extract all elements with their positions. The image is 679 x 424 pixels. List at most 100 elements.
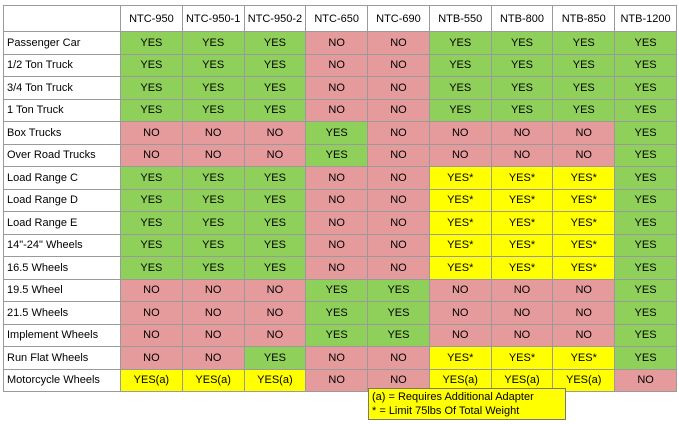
cell: YES* xyxy=(490,346,554,370)
cell: YES xyxy=(614,278,677,302)
cell: YES xyxy=(614,53,677,77)
cell: NO xyxy=(428,323,492,347)
cell: YES xyxy=(614,31,677,55)
cell: NO xyxy=(490,301,554,325)
column-header: NTB-800 xyxy=(490,5,554,32)
cell: YES* xyxy=(490,211,554,235)
row-label: 21.5 Wheels xyxy=(3,301,121,325)
cell: NO xyxy=(305,53,369,77)
corner-cell xyxy=(3,5,121,32)
cell: NO xyxy=(305,76,369,100)
cell: YES(a) xyxy=(120,368,183,392)
cell: YES xyxy=(552,76,616,100)
cell: NO xyxy=(120,143,183,167)
table-row: 1/2 Ton Truck YES YES YES NO NO YES YES YES YES xyxy=(3,53,677,77)
cell: YES xyxy=(243,166,307,190)
note: (a) = Requires Additional Adapter xyxy=(372,391,534,403)
table-row: 21.5 Wheels NO NO NO YES YES NO NO NO YES xyxy=(3,301,677,325)
cell: YES xyxy=(367,278,430,302)
cell: YES xyxy=(181,256,245,280)
cell: NO xyxy=(428,121,492,145)
cell: YES* xyxy=(428,256,492,280)
cell: NO xyxy=(367,166,430,190)
row-label: Passenger Car xyxy=(3,31,121,55)
cell: YES xyxy=(120,256,183,280)
column-header: NTB-850 xyxy=(552,5,616,32)
table-row: 14"-24" Wheels YES YES YES NO NO YES* YES* YES* Y… xyxy=(3,233,677,257)
cell: NO xyxy=(490,278,554,302)
cell: NO xyxy=(305,368,369,392)
cell: NO xyxy=(552,278,616,302)
cell: YES* xyxy=(428,233,492,257)
cell: YES xyxy=(490,76,554,100)
cell: YES(a) xyxy=(428,368,492,392)
row-label: 14"-24" Wheels xyxy=(3,233,121,257)
cell: NO xyxy=(367,346,430,370)
table-row: Load Range D YES YES YES NO NO YES* YES* YES* YES xyxy=(3,188,677,212)
cell: YES* xyxy=(490,166,554,190)
cell: YES(a) xyxy=(181,368,245,392)
column-header: NTB-550 xyxy=(428,5,492,32)
cell: NO xyxy=(120,278,183,302)
cell: YES xyxy=(490,53,554,77)
cell: YES xyxy=(243,76,307,100)
cell: NO xyxy=(367,256,430,280)
cell: YES xyxy=(120,76,183,100)
cell: NO xyxy=(305,188,369,212)
cell: YES xyxy=(614,256,677,280)
cell: NO xyxy=(552,121,616,145)
cell: YES xyxy=(181,166,245,190)
table-row: 16.5 Wheels YES YES YES NO NO YES* YES* YES* YES xyxy=(3,256,677,280)
table-row: Box Trucks NO NO NO YES NO NO NO NO YES xyxy=(3,121,677,145)
cell: YES xyxy=(181,76,245,100)
cell: NO xyxy=(367,143,430,167)
cell: NO xyxy=(181,143,245,167)
cell: NO xyxy=(552,323,616,347)
cell: NO xyxy=(181,346,245,370)
cell: NO xyxy=(120,301,183,325)
cell: YES xyxy=(243,98,307,122)
cell: YES xyxy=(428,31,492,55)
cell: YES xyxy=(614,188,677,212)
cell: YES xyxy=(243,211,307,235)
row-label: Load Range E xyxy=(3,211,121,235)
cell: NO xyxy=(181,121,245,145)
row-label: 3/4 Ton Truck xyxy=(3,76,121,100)
cell: YES xyxy=(490,98,554,122)
cell: YES xyxy=(428,76,492,100)
cell: YES xyxy=(181,233,245,257)
cell: YES xyxy=(243,31,307,55)
row-label: 1/2 Ton Truck xyxy=(3,53,121,77)
notes-box: (a) = Requires Additional Adapter * = Lim… xyxy=(368,388,566,420)
cell: YES xyxy=(120,166,183,190)
cell: YES xyxy=(367,323,430,347)
column-header: NTB-1200 xyxy=(614,5,677,32)
header-row: NTC-950 NTC-950-1 NTC-950-2 NTC-650 NTC-690 N… xyxy=(3,5,677,32)
table-row: Passenger Car YES YES YES NO NO YES YES YES YES xyxy=(3,31,677,55)
cell: YES* xyxy=(490,233,554,257)
cell: YES xyxy=(614,211,677,235)
cell: NO xyxy=(552,301,616,325)
cell: NO xyxy=(243,278,307,302)
cell: YES xyxy=(243,53,307,77)
cell: NO xyxy=(367,53,430,77)
cell: NO xyxy=(367,31,430,55)
cell: NO xyxy=(367,368,430,392)
table-row: Motorcycle Wheels YES(a) YES(a) YES(a) NO NO Y… xyxy=(3,368,677,392)
cell: YES xyxy=(305,143,369,167)
row-label: 1 Ton Truck xyxy=(3,98,121,122)
cell: YES xyxy=(181,211,245,235)
cell: NO xyxy=(181,301,245,325)
cell: YES* xyxy=(428,211,492,235)
cell: YES xyxy=(552,53,616,77)
cell: NO xyxy=(243,143,307,167)
column-header: NTC-690 xyxy=(367,5,430,32)
cell: NO xyxy=(367,76,430,100)
cell: YES(a) xyxy=(552,368,616,392)
cell: YES* xyxy=(552,256,616,280)
cell: YES xyxy=(367,301,430,325)
cell: YES xyxy=(614,346,677,370)
cell: YES xyxy=(614,76,677,100)
row-label: Load Range C xyxy=(3,166,121,190)
